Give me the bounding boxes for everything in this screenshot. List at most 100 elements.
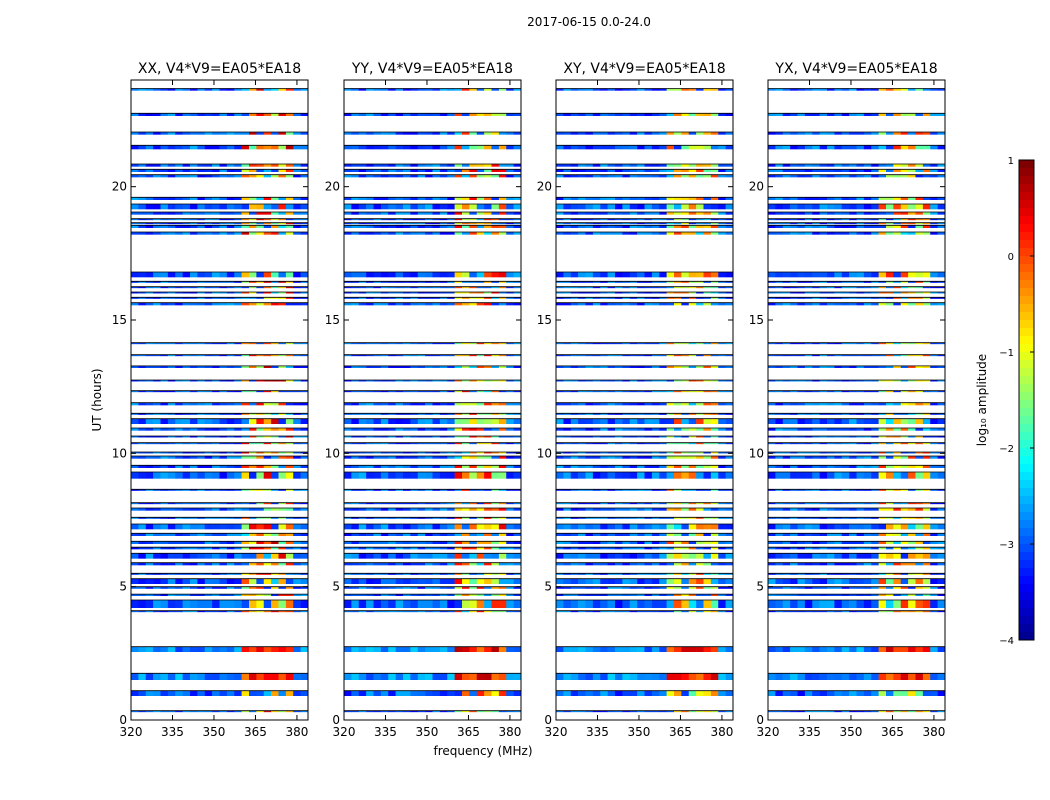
data-cell xyxy=(410,212,419,215)
data-cell xyxy=(506,380,514,382)
data-cell xyxy=(718,212,726,215)
data-cell xyxy=(447,690,455,696)
data-cell xyxy=(462,365,470,368)
data-cell xyxy=(651,489,660,491)
data-cell xyxy=(190,174,198,178)
data-cell xyxy=(410,456,419,459)
data-cell xyxy=(681,197,690,200)
data-cell xyxy=(710,573,719,575)
data-cell xyxy=(358,442,367,445)
x-axis-label: frequency (MHz) xyxy=(433,744,532,758)
data-cell xyxy=(600,132,608,135)
data-cell xyxy=(380,533,389,536)
data-cell xyxy=(513,610,522,613)
data-cell xyxy=(138,456,147,459)
data-cell xyxy=(703,646,712,652)
data-cell xyxy=(637,418,645,424)
data-cell xyxy=(373,489,382,491)
data-cell xyxy=(863,541,872,544)
data-cell xyxy=(373,690,382,696)
data-cell xyxy=(425,272,433,278)
data-cell xyxy=(410,272,419,278)
data-cell xyxy=(710,218,719,221)
data-cell xyxy=(271,594,279,596)
data-cell xyxy=(674,594,682,596)
data-cell xyxy=(226,610,235,613)
data-cell xyxy=(285,164,294,167)
data-row xyxy=(768,690,946,696)
data-cell xyxy=(556,673,564,680)
data-cell xyxy=(570,302,579,306)
data-cell xyxy=(804,586,813,589)
data-cell xyxy=(570,673,579,680)
data-cell xyxy=(886,472,894,479)
data-cell xyxy=(351,547,360,550)
data-cell xyxy=(930,578,938,584)
data-cell xyxy=(410,145,419,150)
data-cell xyxy=(710,281,719,283)
data-cell xyxy=(249,573,257,575)
data-row xyxy=(344,286,522,289)
data-cell xyxy=(871,646,879,652)
data-cell xyxy=(344,610,352,613)
data-cell xyxy=(666,508,675,511)
data-cell xyxy=(358,272,367,278)
data-cell xyxy=(578,113,586,116)
data-cell xyxy=(190,380,198,382)
data-cell xyxy=(256,578,265,584)
data-cell xyxy=(607,365,616,368)
data-cell xyxy=(615,452,623,454)
data-cell xyxy=(160,541,169,544)
data-cell xyxy=(241,204,250,210)
data-cell xyxy=(344,390,352,393)
data-cell xyxy=(856,508,865,511)
data-row xyxy=(556,302,734,306)
data-cell xyxy=(834,465,843,468)
data-cell xyxy=(908,594,916,596)
data-cell xyxy=(629,428,638,431)
data-cell xyxy=(241,673,250,680)
data-cell xyxy=(425,547,433,550)
y-tick-label: 0 xyxy=(332,713,340,727)
data-cell xyxy=(160,610,169,613)
data-cell xyxy=(145,281,154,283)
data-cell xyxy=(856,610,865,613)
data-cell xyxy=(351,402,360,406)
data-cell xyxy=(484,380,492,382)
data-cell xyxy=(592,452,601,454)
data-cell xyxy=(893,472,902,479)
data-cell xyxy=(432,354,441,357)
data-cell xyxy=(790,673,798,680)
data-cell xyxy=(131,365,139,368)
data-cell xyxy=(506,297,514,299)
data-cell xyxy=(615,222,623,225)
data-cell xyxy=(607,212,616,215)
data-cell xyxy=(688,436,697,438)
data-cell xyxy=(506,164,514,167)
data-cell xyxy=(871,508,879,511)
data-cell xyxy=(182,132,191,135)
data-cell xyxy=(271,88,279,91)
data-cell xyxy=(167,212,176,215)
data-cell xyxy=(249,132,257,135)
data-cell xyxy=(249,302,257,306)
data-cell xyxy=(600,342,608,345)
data-cell xyxy=(703,547,712,550)
data-cell xyxy=(600,456,608,459)
data-cell xyxy=(131,533,139,536)
data-cell xyxy=(454,690,463,696)
data-row xyxy=(131,599,309,608)
data-cell xyxy=(804,690,813,696)
data-cell xyxy=(637,281,645,283)
data-row xyxy=(556,471,734,479)
data-cell xyxy=(249,174,257,178)
data-cell xyxy=(263,436,272,438)
data-cell xyxy=(585,533,594,536)
data-cell xyxy=(696,197,704,200)
data-cell xyxy=(710,673,719,680)
data-cell xyxy=(410,646,419,652)
data-cell xyxy=(585,610,594,613)
data-cell xyxy=(388,365,396,368)
data-cell xyxy=(834,541,843,544)
data-cell xyxy=(476,646,485,652)
